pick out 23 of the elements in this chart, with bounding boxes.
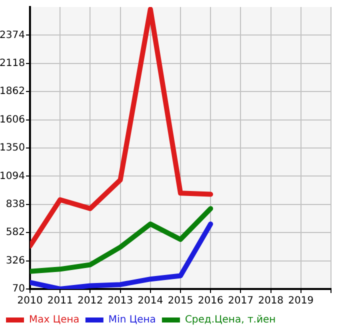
x-tick-label: 2013: [108, 296, 134, 307]
x-tick-label: 2017: [228, 296, 254, 307]
x-tick-label: 2012: [77, 296, 103, 307]
y-tick-label: 2374: [0, 30, 25, 41]
legend-label: Сред.Цена, т.йен: [184, 314, 276, 326]
x-tick-label: 2014: [138, 296, 164, 307]
y-tick-label: 1094: [0, 170, 25, 182]
y-tick-label: 326: [6, 255, 25, 266]
x-tick-label: 2011: [47, 296, 73, 307]
y-tick-label: 1606: [0, 114, 25, 126]
x-tick-label: 2018: [258, 296, 284, 307]
x-tick-label: 2015: [168, 296, 194, 307]
y-tick-label: 838: [6, 198, 25, 210]
y-tick-label: 2118: [0, 58, 25, 69]
x-tick-label: 2019: [288, 296, 314, 307]
x-tick-label: 2010: [17, 296, 43, 307]
legend-label: Min Цена: [108, 314, 156, 326]
legend-label: Max Цена: [29, 314, 80, 326]
y-tick-label: 70: [12, 284, 25, 295]
y-tick-label: 582: [6, 227, 25, 238]
y-tick-label: 1350: [0, 142, 25, 154]
y-tick-label: 1862: [0, 86, 25, 98]
x-tick-label: 2016: [198, 296, 224, 307]
